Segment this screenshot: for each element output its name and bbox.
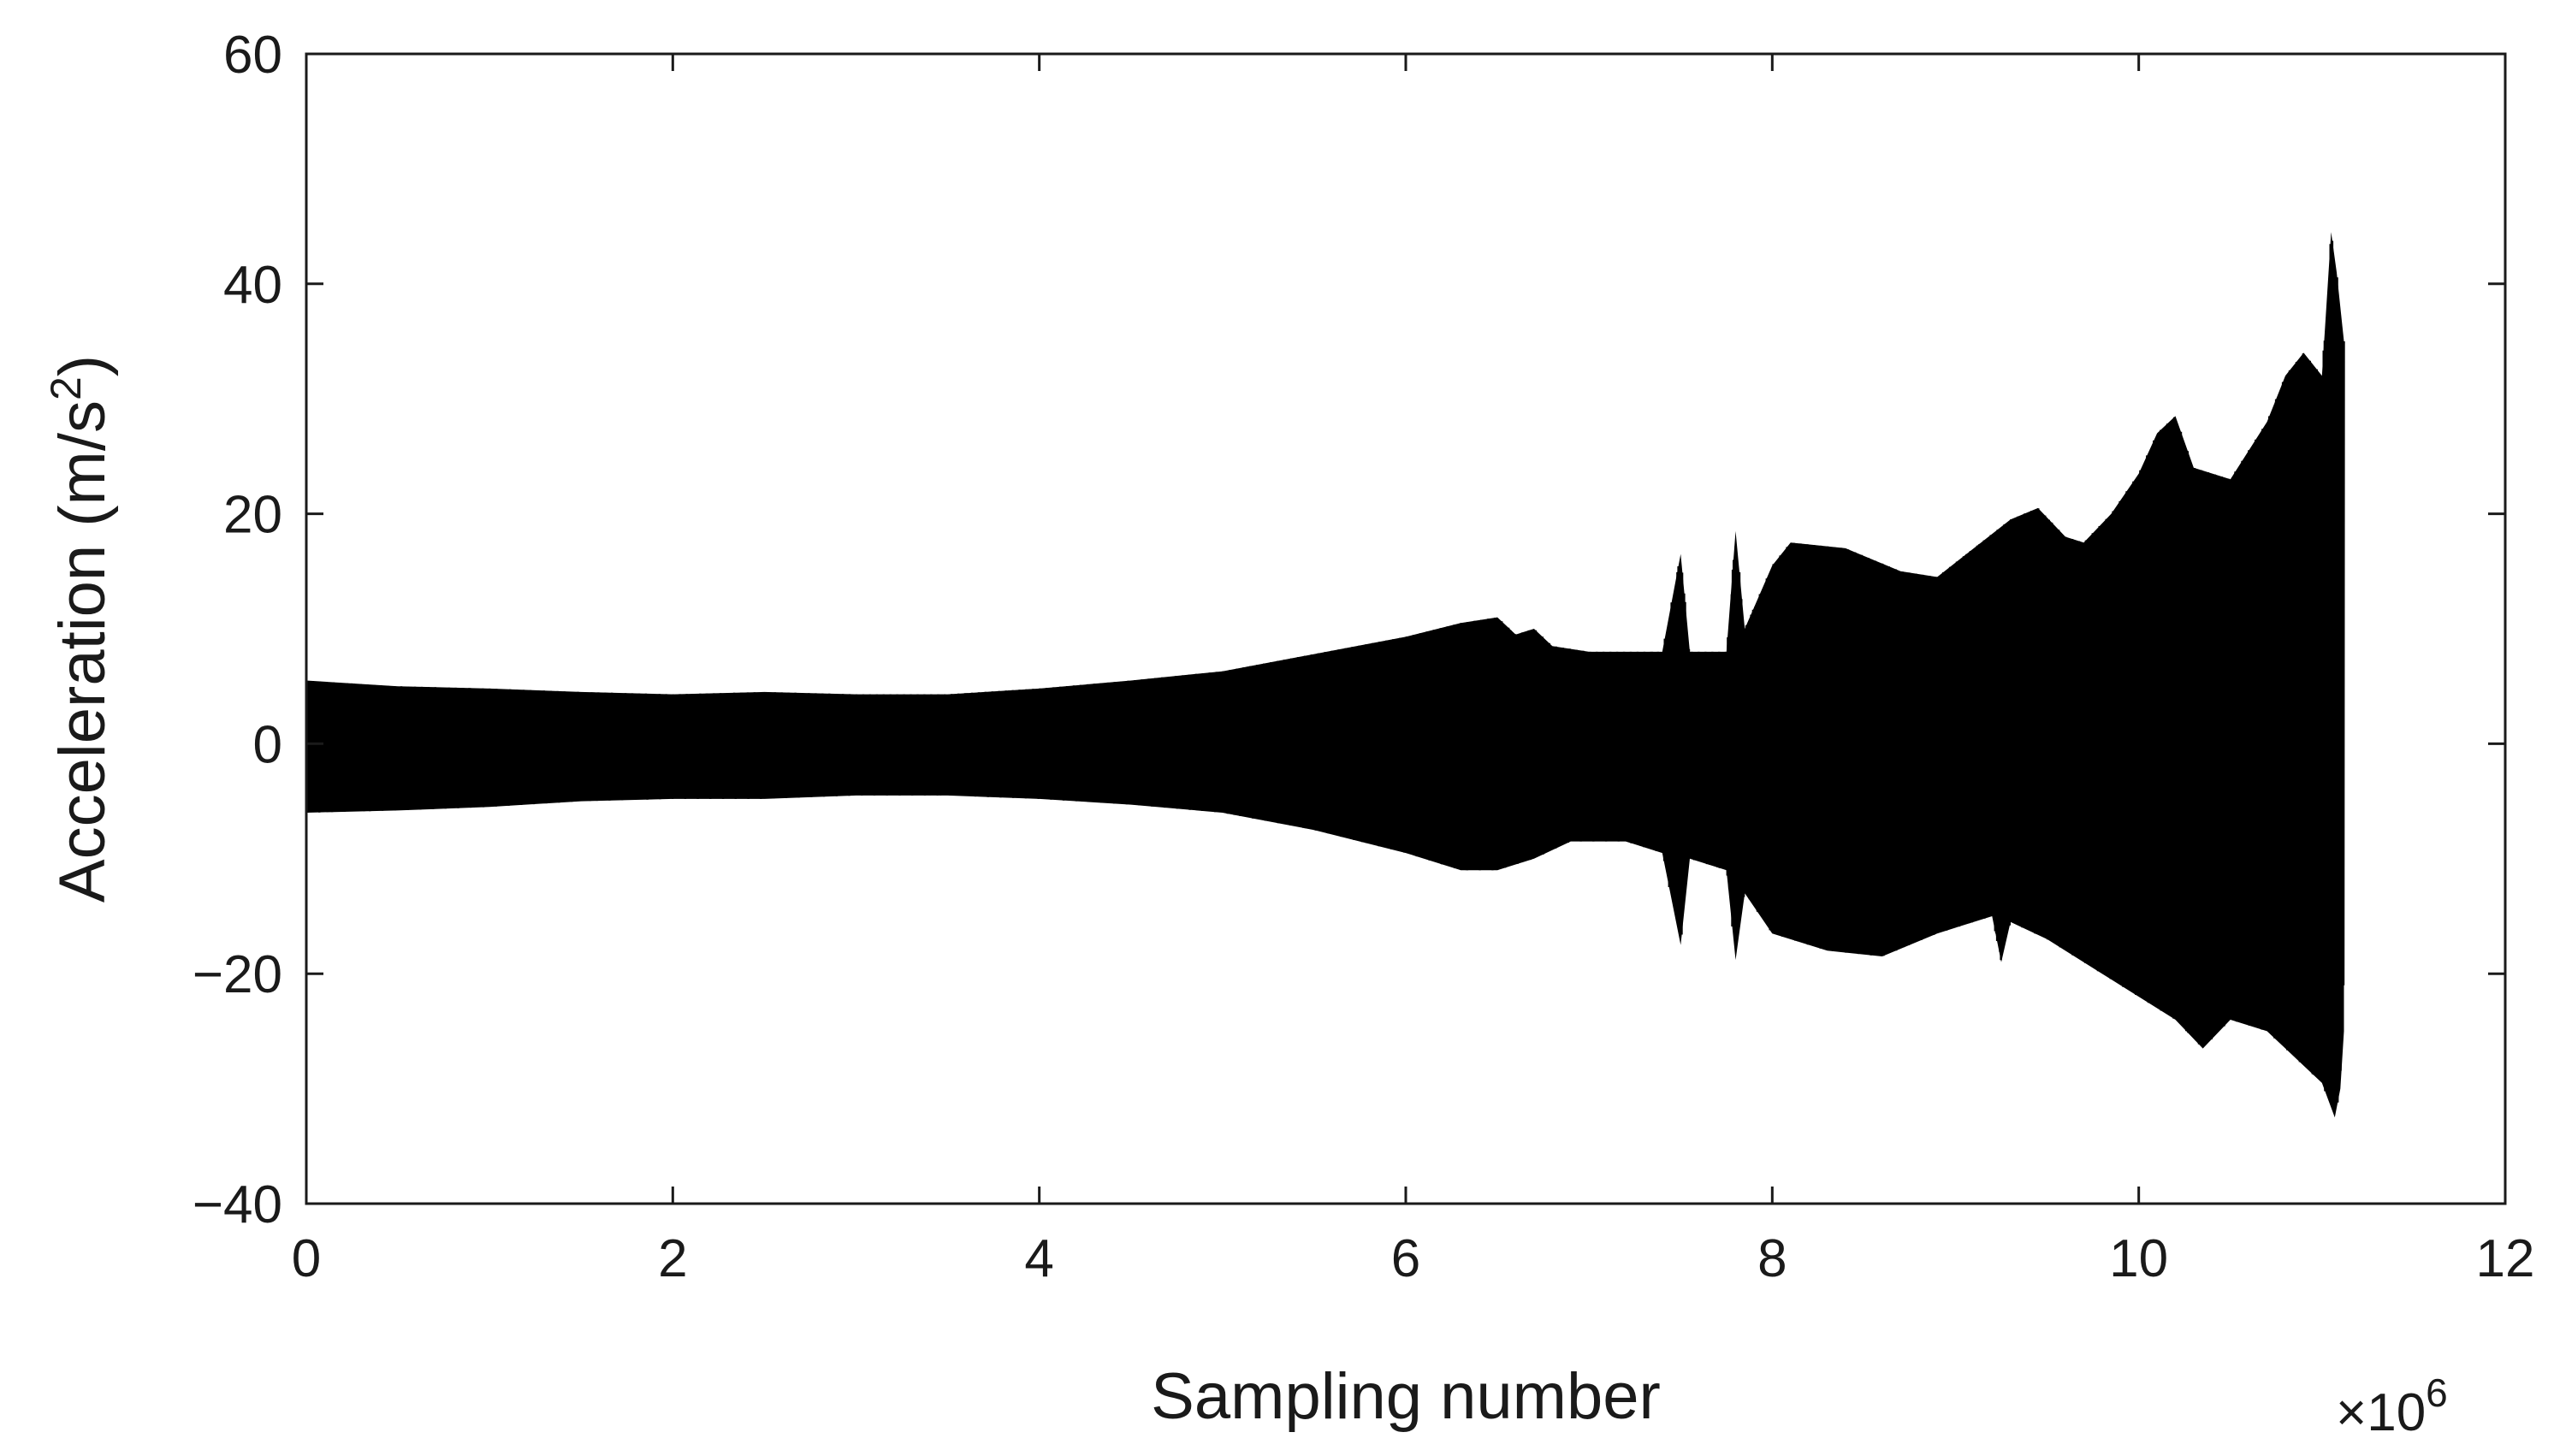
- x-tick-label: 10: [2109, 1229, 2168, 1288]
- y-tick-label: −20: [193, 945, 282, 1004]
- x-tick-label: 6: [1391, 1229, 1420, 1288]
- x-axis-title: Sampling number: [1151, 1360, 1661, 1433]
- x-axis-multiplier-base: ×10: [2336, 1383, 2426, 1442]
- y-axis-title: Acceleration (m/s2): [42, 355, 119, 903]
- y-axis-title-superscript: 2: [42, 376, 90, 400]
- x-tick-label: 8: [1757, 1229, 1787, 1288]
- x-tick-label: 12: [2476, 1229, 2535, 1288]
- y-tick-label: 20: [223, 486, 282, 545]
- x-axis-multiplier-exponent: 6: [2426, 1370, 2448, 1415]
- signal-trace: [305, 240, 2345, 1108]
- y-axis-title-close: ): [46, 355, 119, 376]
- plot-area: [305, 232, 2345, 1118]
- y-tick-label: 60: [223, 26, 282, 85]
- x-tick-label: 0: [292, 1229, 321, 1288]
- ticks: 0 2 4 6 8 10 12 60 40 20 0 −20 −40: [193, 26, 2535, 1288]
- x-tick-label: 4: [1024, 1229, 1053, 1288]
- y-tick-label: 40: [223, 256, 282, 315]
- y-axis-title-main: Acceleration (m/s: [46, 400, 119, 903]
- y-tick-label: −40: [193, 1175, 282, 1234]
- x-axis-multiplier: ×106: [2336, 1370, 2448, 1442]
- y-tick-label: 0: [253, 715, 282, 774]
- x-tick-label: 2: [658, 1229, 687, 1288]
